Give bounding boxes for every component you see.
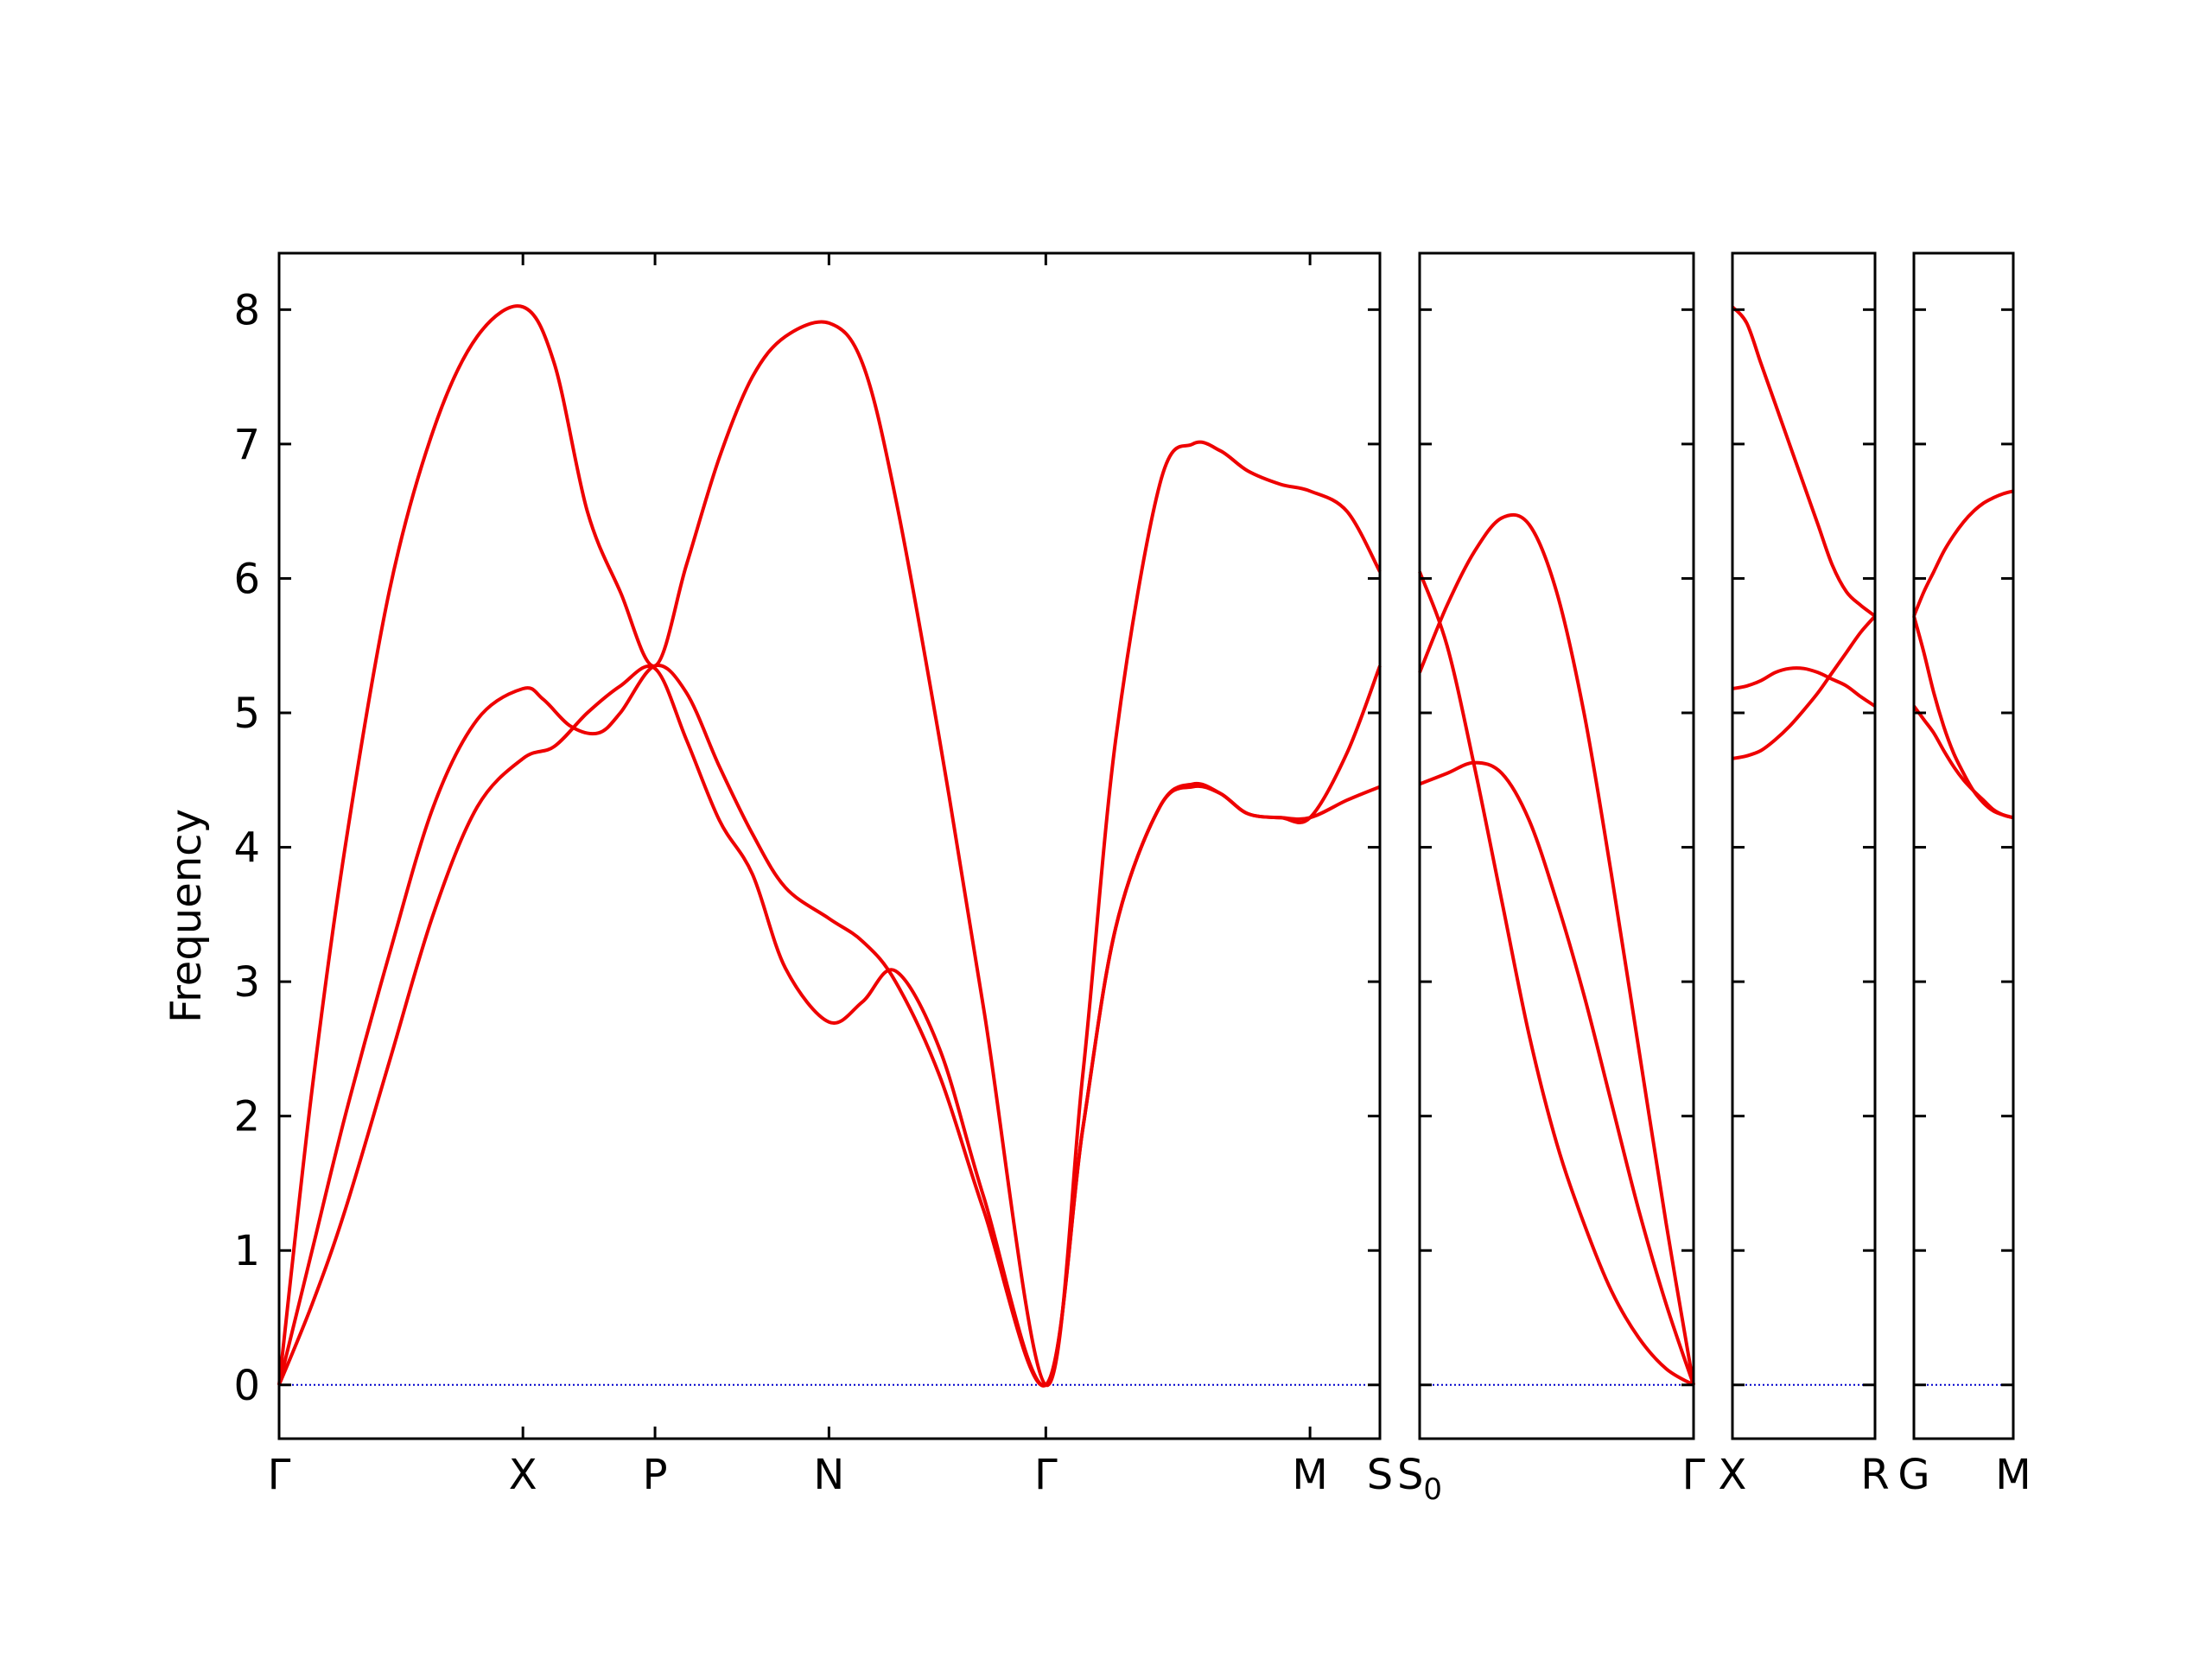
panel-1: Γ X P N Γ M S 0 1 2 3 4 5 6 7 8 [233,251,1393,1499]
panel-frame [1912,251,2015,1440]
x-tick-label: P [643,1451,668,1499]
y-axis-label: Frequency [162,809,211,1023]
y-tick-label: 2 [233,1093,260,1141]
y-tick-label: 4 [233,824,260,873]
x-tick-label: Γ [268,1451,291,1499]
y-tick-label: 8 [233,286,260,334]
panel-2: S0 Γ [1397,251,1706,1507]
x-tick-label: M [1995,1451,2031,1499]
y-tick-label: 7 [233,421,260,469]
x-tick-label: M [1292,1451,1327,1499]
series-line-2 [1912,615,2014,820]
x-tick-label: Γ [1682,1451,1706,1499]
series-line-2 [277,664,1381,1388]
series-line-1 [1418,571,1695,1387]
panel-frame [1731,251,1877,1440]
x-tick-label: Γ [1034,1451,1058,1499]
series-line-1 [1731,305,1877,618]
x-tick-label: S0 [1397,1451,1442,1507]
x-tick-label-subscript: 0 [1423,1472,1442,1507]
series-line-3 [277,664,1382,1388]
x-tick-label: X [1719,1451,1747,1499]
y-tick-label: 6 [233,555,260,603]
series-line-2 [1732,666,1877,708]
y-tick-label: 0 [233,1362,260,1410]
x-tick-label: S [1367,1451,1393,1499]
y-tick-label: 1 [233,1227,260,1275]
x-tick-label: N [813,1451,844,1499]
series-line-3 [1912,705,2014,820]
series-line-1 [1912,489,2014,617]
x-tick-label: X [509,1451,537,1499]
y-tick-label: 5 [233,690,260,738]
panel-frame [1418,251,1695,1440]
series-line-1 [277,304,1382,1387]
series-line-3 [1419,760,1695,1386]
x-tick-label: R [1860,1451,1889,1499]
panel-frame [277,251,1382,1440]
series-line-3 [1732,614,1877,760]
x-tick-label: G [1897,1451,1929,1499]
series-line-2 [1418,512,1695,1386]
y-tick-label: 3 [233,958,260,1007]
